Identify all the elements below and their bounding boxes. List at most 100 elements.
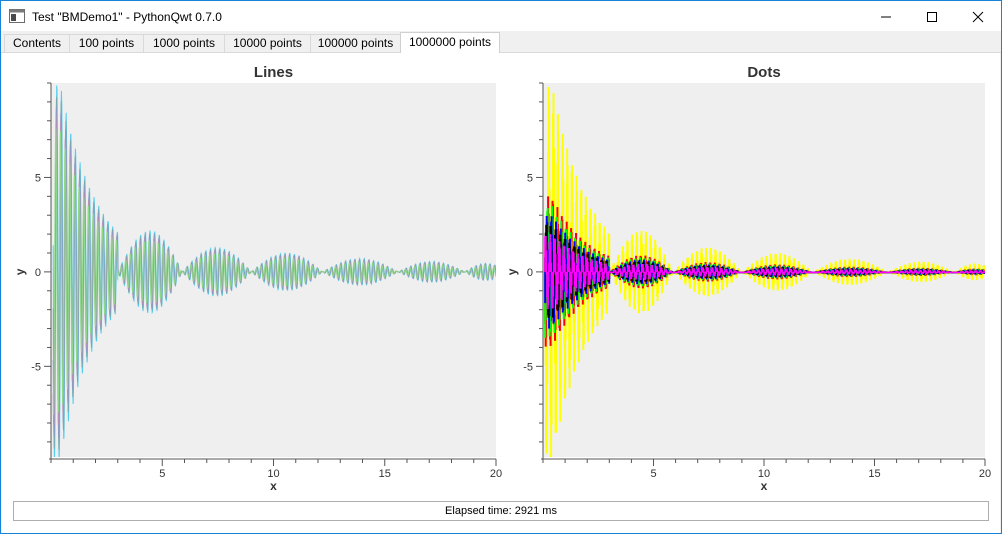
dot-mark [663,271,665,275]
dot-mark [731,270,734,273]
dot-mark [707,271,710,293]
dot-mark [723,271,726,274]
dot-series-6 [544,234,985,310]
lines-plot[interactable]: Lines -5 0 5 5 10 15 20 x y [2,53,502,497]
dot-mark [691,257,694,272]
dot-mark [600,263,603,272]
dot-mark [719,271,722,274]
dot-mark [577,269,580,272]
minimize-button[interactable] [863,1,909,31]
dot-mark [849,261,852,272]
dot-mark [745,271,747,275]
dot-mark [545,250,548,272]
dot-mark [865,271,868,281]
dot-mark [705,271,707,275]
dot-mark [578,271,581,338]
dot-mark [754,271,757,280]
dot-mark [758,271,761,284]
dot-mark [645,236,648,272]
dot-mark [731,271,734,278]
dot-mark [700,271,703,274]
plot-title: Dots [747,64,780,81]
dot-mark [629,271,632,301]
dot-mark [640,271,642,278]
dot-mark [580,220,583,272]
dot-mark [644,271,647,275]
dot-mark [579,271,582,282]
title-bar[interactable]: Test "BMDemo1" - PythonQwt 0.7.0 [1,1,1001,31]
dot-mark [837,271,840,283]
dot-mark [589,271,592,280]
dot-mark [587,271,590,322]
tab-10000-points[interactable]: 10000 points [224,34,311,53]
close-button[interactable] [955,1,1001,31]
tab-contents[interactable]: Contents [4,34,70,53]
tab-page-1000000-points: Lines -5 0 5 5 10 15 20 x y Dots -5 0 5 5 10 15 20 x y Ela… [2,53,1000,533]
dot-mark [786,271,789,287]
tab-100-points[interactable]: 100 points [69,34,144,53]
dot-mark [617,271,619,274]
app-window-icon [9,9,25,23]
dot-mark [846,271,849,284]
tab-100000-points[interactable]: 100000 points [310,34,401,53]
dot-mark [773,269,776,272]
dot-mark [717,271,720,290]
dot-mark [561,271,564,291]
dot-mark [582,264,585,272]
dot-mark [761,260,764,272]
dot-mark [649,271,652,274]
dot-mark [612,271,615,274]
dot-mark [830,264,833,272]
dot-mark [694,271,697,286]
dot-mark [663,271,666,274]
dot-mark [688,270,691,272]
dot-mark [709,271,712,276]
dot-mark [687,263,690,272]
dot-mark [608,267,611,272]
tab-1000000-points[interactable]: 1000000 points [400,32,500,53]
dot-mark [821,267,824,272]
y-tick-label: -5 [31,361,41,373]
dot-mark [654,271,657,274]
dot-mark [614,270,617,272]
dot-mark [600,268,603,272]
dot-mark [675,271,678,275]
dot-mark [726,271,728,273]
dot-mark [666,270,669,272]
y-tick-label: 5 [35,172,41,184]
dot-mark [643,271,646,295]
dot-mark [630,271,633,277]
dot-mark [546,249,549,272]
maximize-button[interactable] [909,1,955,31]
dot-mark [550,271,553,425]
dot-mark [546,271,549,384]
dot-mark [640,271,643,274]
dot-mark [684,270,686,272]
dot-mark [706,267,709,272]
dot-mark [714,251,717,272]
dot-mark [925,271,928,281]
dot-mark [561,271,564,274]
dot-mark [700,271,703,276]
dot-mark [601,271,604,314]
dot-mark [967,271,970,277]
dot-mark [900,266,902,272]
dot-mark [638,270,640,272]
dot-mark [721,269,724,272]
dot-mark [686,271,689,273]
dot-mark [591,266,594,272]
dot-mark [598,271,601,278]
dot-mark [581,257,584,272]
tab-1000-points[interactable]: 1000 points [143,34,225,53]
dots-plot[interactable]: Dots -5 0 5 5 10 15 20 x y [500,53,1000,497]
dot-mark [654,244,657,272]
dot-mark [881,270,884,272]
dot-mark [927,264,930,272]
dot-mark [619,268,621,272]
dot-mark [955,270,958,272]
y-tick-label: 0 [35,267,41,279]
x-tick-label: 10 [267,468,279,480]
window-title: Test "BMDemo1" - PythonQwt 0.7.0 [32,10,222,24]
dot-mark [881,269,884,272]
